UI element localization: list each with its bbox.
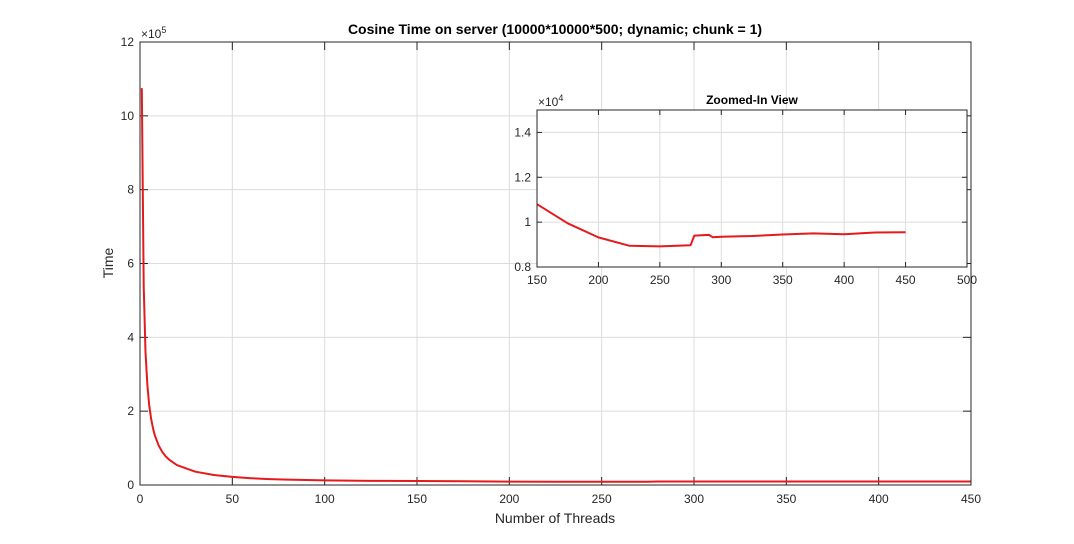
inset-axes-frame [536,109,968,268]
main-x-tick-label: 450 [961,492,981,506]
main-y-tick-label: 0 [127,478,134,492]
inset-x-tick-label: 350 [773,273,793,287]
inset-y-tick-label: 0.8 [514,260,531,274]
inset-title: Zoomed-In View [706,93,798,107]
y-exponent-power: 5 [161,25,166,35]
inset-y-exponent-label: ×104 [538,93,563,109]
inset-series-line [536,203,906,248]
main-x-tick-label: 50 [226,492,240,506]
main-y-tick-label: 12 [121,35,135,49]
main-axes-frame [139,41,972,486]
main-x-tick-label: 0 [137,492,144,506]
chart-title: Cosine Time on server (10000*10000*500; … [348,21,762,37]
inset-x-tick-label: 300 [711,273,731,287]
main-x-tick-label: 400 [869,492,889,506]
inset-grid [537,110,967,267]
inset-x-tick-label: 400 [834,273,854,287]
main-y-tick-label: 6 [127,257,134,271]
main-series-group [140,88,971,483]
inset-axes: 150 200 250 300 350 400 450 500 0.8 1 1.2 1.4 Zoome… [514,93,977,287]
main-y-tick-label: 8 [127,183,134,197]
x-axis-label: Number of Threads [495,510,615,526]
inset-x-tick-label: 500 [957,273,977,287]
inset-y-tick-label: 1 [524,215,531,229]
main-x-tick-label: 200 [499,492,519,506]
main-series-line [140,88,971,483]
y-axis-label: Time [100,247,116,278]
inset-plot-area [537,110,967,267]
inset-y-exponent-power: 4 [558,93,563,103]
main-y-tick-label: 10 [121,109,135,123]
inset-x-tick-label: 200 [588,273,608,287]
main-x-tick-label: 350 [776,492,796,506]
inset-x-tick-label: 150 [527,273,547,287]
inset-y-tick-label: 1.4 [514,125,531,139]
main-x-tick-label: 300 [684,492,704,506]
main-y-tick-label: 4 [127,330,134,344]
inset-x-tick-label: 450 [896,273,916,287]
inset-series-group [536,203,906,248]
main-y-tick-label: 2 [127,404,134,418]
y-exponent-label: ×105 [141,25,166,41]
y-exponent-base: ×10 [141,27,162,41]
main-x-tick-label: 100 [315,492,335,506]
inset-y-exponent-base: ×10 [538,95,559,109]
inset-x-tick-label: 250 [650,273,670,287]
inset-y-tick-label: 1.2 [514,170,531,184]
main-x-tick-label: 150 [407,492,427,506]
main-x-tick-label: 250 [592,492,612,506]
